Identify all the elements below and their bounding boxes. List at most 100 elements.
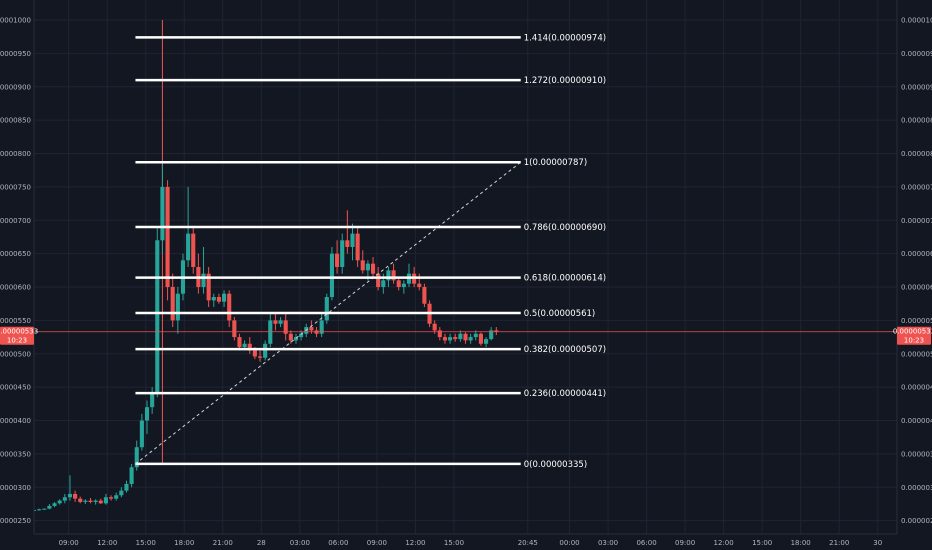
- candle-body[interactable]: [309, 327, 314, 331]
- left-price-scale[interactable]: [0, 0, 34, 550]
- candle-body[interactable]: [437, 330, 442, 338]
- candle-body[interactable]: [329, 253, 334, 298]
- candle-body[interactable]: [299, 333, 304, 338]
- candle-up[interactable]: [458, 330, 463, 342]
- candle-down[interactable]: [206, 267, 211, 308]
- candle-body[interactable]: [293, 337, 299, 341]
- candle-up[interactable]: [129, 463, 134, 488]
- candle-down[interactable]: [478, 332, 483, 346]
- candle-body[interactable]: [247, 343, 252, 351]
- candle-body[interactable]: [483, 339, 489, 344]
- candle-down[interactable]: [288, 330, 293, 344]
- candle-up[interactable]: [175, 287, 180, 334]
- candle-body[interactable]: [222, 293, 227, 302]
- candle-body[interactable]: [47, 505, 52, 509]
- candle-down[interactable]: [88, 497, 93, 504]
- candle-body[interactable]: [124, 483, 129, 491]
- candle-body[interactable]: [489, 330, 494, 340]
- candle-body[interactable]: [237, 337, 242, 348]
- candle-down[interactable]: [442, 333, 448, 344]
- candle-body[interactable]: [98, 500, 103, 504]
- candle-down[interactable]: [237, 333, 242, 351]
- candle-down[interactable]: [165, 180, 170, 301]
- candle-body[interactable]: [206, 273, 211, 301]
- candle-down[interactable]: [73, 490, 78, 502]
- candle-body[interactable]: [78, 498, 83, 502]
- candle-up[interactable]: [83, 499, 88, 504]
- candle-body[interactable]: [165, 186, 170, 288]
- candle-body[interactable]: [150, 393, 155, 408]
- candle-up[interactable]: [42, 508, 47, 510]
- candle-up[interactable]: [293, 333, 299, 344]
- candle-up[interactable]: [37, 508, 42, 511]
- candle-down[interactable]: [257, 350, 263, 362]
- candle-body[interactable]: [448, 337, 453, 341]
- candle-down[interactable]: [335, 240, 340, 274]
- candle-down[interactable]: [273, 313, 278, 331]
- candle-body[interactable]: [278, 320, 283, 324]
- candle-body[interactable]: [67, 493, 73, 498]
- candle-down[interactable]: [360, 250, 365, 274]
- candle-up[interactable]: [222, 290, 227, 308]
- candle-body[interactable]: [442, 337, 448, 341]
- candle-body[interactable]: [201, 273, 206, 288]
- candle-body[interactable]: [396, 280, 401, 288]
- candle-body[interactable]: [52, 503, 57, 506]
- candle-body[interactable]: [422, 287, 427, 304]
- candle-up[interactable]: [329, 246, 334, 301]
- candle-body[interactable]: [263, 343, 268, 358]
- candle-down[interactable]: [98, 498, 103, 504]
- candle-up[interactable]: [489, 327, 494, 341]
- candle-up[interactable]: [93, 499, 98, 505]
- candle-body[interactable]: [134, 447, 139, 468]
- candle-body[interactable]: [191, 233, 196, 267]
- candle-up[interactable]: [150, 387, 155, 414]
- candle-body[interactable]: [257, 356, 263, 358]
- candle-body[interactable]: [381, 280, 386, 288]
- candle-body[interactable]: [88, 500, 93, 502]
- candle-body[interactable]: [160, 186, 165, 241]
- candle-body[interactable]: [350, 233, 355, 247]
- candle-down[interactable]: [216, 293, 221, 304]
- candle-body[interactable]: [139, 420, 144, 448]
- candle-up[interactable]: [57, 499, 62, 505]
- candle-down[interactable]: [191, 226, 196, 274]
- candle-body[interactable]: [227, 293, 232, 321]
- candle-body[interactable]: [114, 495, 119, 499]
- candle-up[interactable]: [114, 492, 119, 501]
- candle-body[interactable]: [211, 297, 216, 301]
- candle-body[interactable]: [468, 337, 473, 341]
- candle-body[interactable]: [335, 253, 340, 267]
- candle-up[interactable]: [144, 400, 150, 434]
- candle-body[interactable]: [273, 320, 278, 324]
- candle-up[interactable]: [448, 333, 453, 344]
- candle-body[interactable]: [473, 333, 478, 338]
- candle-down[interactable]: [437, 327, 442, 341]
- candle-body[interactable]: [42, 508, 47, 510]
- candle-body[interactable]: [216, 297, 221, 302]
- candle-up[interactable]: [134, 440, 139, 471]
- candle-body[interactable]: [252, 350, 257, 357]
- candle-body[interactable]: [175, 293, 180, 321]
- candle-body[interactable]: [370, 263, 376, 274]
- candle-body[interactable]: [144, 407, 150, 421]
- candle-body[interactable]: [62, 497, 67, 501]
- candle-body[interactable]: [103, 497, 108, 504]
- candle-down[interactable]: [494, 327, 499, 336]
- candle-up[interactable]: [103, 493, 108, 505]
- candle-body[interactable]: [108, 497, 114, 499]
- candle-body[interactable]: [432, 323, 437, 331]
- candle-down[interactable]: [391, 263, 396, 284]
- candle-body[interactable]: [463, 333, 468, 341]
- candle-body[interactable]: [355, 233, 360, 261]
- time-scale[interactable]: [0, 534, 932, 550]
- candle-body[interactable]: [119, 490, 124, 496]
- candle-down[interactable]: [422, 283, 427, 308]
- candle-up[interactable]: [263, 340, 268, 361]
- candle-down[interactable]: [170, 273, 175, 328]
- candle-body[interactable]: [458, 333, 463, 340]
- candle-down[interactable]: [453, 333, 458, 342]
- candle-down[interactable]: [355, 226, 360, 267]
- candle-body[interactable]: [232, 320, 237, 338]
- candle-body[interactable]: [453, 337, 458, 340]
